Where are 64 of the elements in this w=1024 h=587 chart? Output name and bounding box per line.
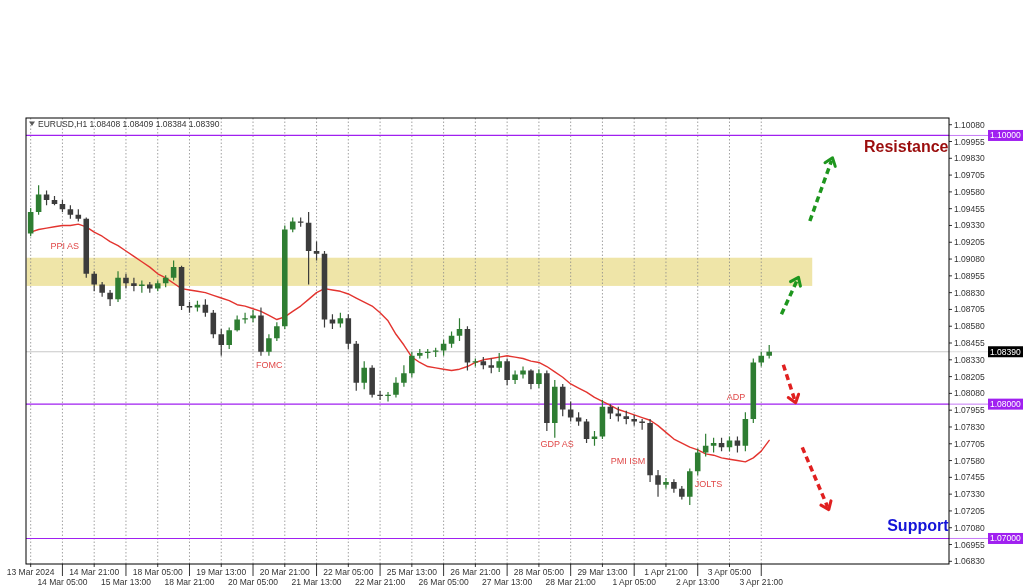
y-tick-label: 1.09205	[954, 237, 985, 248]
x-tick-label: 22 Mar 05:00	[323, 567, 374, 577]
ref-line-label: 1.07000	[990, 533, 1021, 544]
y-tick-label: 1.07330	[954, 489, 985, 500]
x-tick-label: 3 Apr 21:00	[739, 577, 784, 587]
annotation: PMI ISM	[610, 456, 646, 466]
x-tick-label: 27 Mar 13:00	[482, 577, 533, 587]
y-tick-label: 1.09080	[954, 254, 985, 265]
y-tick-label: 1.06955	[954, 539, 985, 550]
y-tick-label: 1.07205	[954, 505, 985, 516]
y-tick-label: 1.08580	[954, 321, 985, 332]
y-tick-label: 1.07080	[954, 522, 985, 533]
annotation: FOMC	[256, 359, 284, 370]
x-tick-label: 14 Mar 05:00	[37, 577, 88, 587]
x-tick-label: 14 Mar 21:00	[69, 567, 120, 577]
x-tick-label: 2 Apr 13:00	[675, 577, 720, 587]
x-tick-label: 26 Mar 21:00	[450, 567, 501, 577]
y-tick-label: 1.08830	[954, 287, 985, 298]
annotation: JOLTS	[694, 479, 723, 490]
annotation: ADP	[726, 391, 746, 402]
y-tick-label: 1.08955	[954, 270, 985, 281]
y-tick-label: 1.09830	[954, 153, 985, 164]
x-tick-label: 22 Mar 21:00	[355, 577, 406, 587]
y-tick-label: 1.09330	[954, 220, 985, 231]
y-tick-label: 1.07955	[954, 405, 985, 416]
annotation: GDP AS	[540, 439, 574, 450]
x-tick-label: 28 Mar 21:00	[545, 577, 596, 587]
chart-title: EURUSD,H1 1.08408 1.08409 1.08384 1.08390	[38, 119, 220, 129]
y-tick-label: 1.07455	[954, 472, 985, 483]
y-tick-label: 1.07830	[954, 421, 985, 432]
y-tick-label: 1.09455	[954, 203, 985, 214]
y-tick-label: 1.10080	[954, 119, 985, 130]
x-tick-label: 25 Mar 13:00	[386, 567, 438, 577]
y-tick-label: 1.08705	[954, 304, 985, 315]
y-tick-label: 1.09955	[954, 136, 985, 147]
x-tick-label: 18 Mar 05:00	[132, 567, 184, 577]
annotation: Support	[887, 517, 950, 535]
y-tick-label: 1.08205	[954, 371, 985, 382]
x-tick-label: 20 Mar 05:00	[227, 577, 279, 587]
x-tick-label: 18 Mar 21:00	[164, 577, 215, 587]
x-tick-label: 13 Mar 2024	[6, 567, 55, 577]
y-tick-label: 1.08080	[954, 388, 985, 399]
annotation: PPI AS	[50, 241, 80, 252]
y-tick-label: 1.08330	[954, 354, 985, 365]
y-tick-label: 1.09705	[954, 170, 985, 181]
x-tick-label: 29 Mar 13:00	[577, 567, 628, 577]
x-tick-label: 3 Apr 05:00	[707, 567, 752, 577]
x-tick-label: 28 Mar 05:00	[513, 567, 565, 577]
y-tick-label: 1.07580	[954, 455, 985, 466]
x-tick-label: 20 Mar 21:00	[259, 567, 311, 577]
y-tick-label: 1.09580	[954, 186, 985, 197]
x-tick-label: 15 Mar 13:00	[100, 577, 152, 587]
x-tick-label: 19 Mar 13:00	[196, 567, 247, 577]
y-tick-label: 1.08455	[954, 338, 985, 349]
ref-line-label: 1.08390	[990, 346, 1021, 357]
x-tick-label: 1 Apr 21:00	[644, 567, 688, 577]
annotation: Resistance	[864, 137, 949, 155]
y-tick-label: 1.07705	[954, 438, 985, 449]
ref-line-label: 1.08000	[990, 399, 1021, 410]
x-tick-label: 21 Mar 13:00	[291, 577, 342, 587]
x-tick-label: 26 Mar 05:00	[418, 577, 469, 587]
x-tick-label: 1 Apr 05:00	[612, 577, 657, 587]
y-tick-label: 1.06830	[954, 556, 985, 567]
ref-line-label: 1.10000	[990, 130, 1021, 141]
